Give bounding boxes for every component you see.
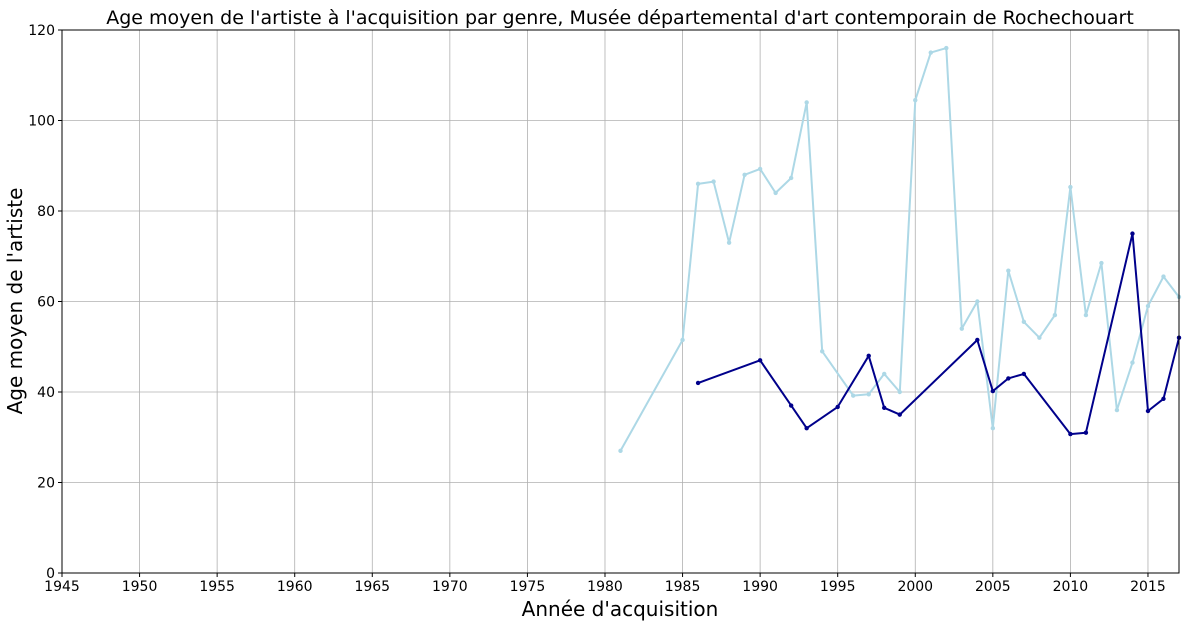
data-point — [975, 299, 980, 304]
grid — [61, 29, 1179, 574]
data-point — [1083, 430, 1089, 435]
series-1 — [695, 231, 1182, 437]
data-point — [804, 426, 809, 431]
data-point — [788, 403, 794, 408]
x-tick-label: 1960 — [277, 579, 313, 595]
data-point — [944, 45, 949, 51]
data-point — [913, 97, 918, 103]
x-axis: 1945 1950 1955 1960 1965 1970 1975 1980 1985 1990… — [44, 573, 1166, 595]
data-point — [990, 426, 996, 431]
data-point — [1161, 396, 1166, 401]
y-tick-label: 80 — [37, 204, 55, 220]
y-tick-label: 100 — [28, 114, 55, 130]
data-point — [1145, 303, 1151, 309]
data-point — [1021, 319, 1027, 325]
data-point — [773, 190, 778, 196]
x-tick-label: 1950 — [122, 579, 158, 595]
series-layer — [618, 45, 1182, 454]
data-point — [1130, 360, 1135, 365]
x-tick-label: 1965 — [354, 579, 390, 595]
data-point — [975, 337, 980, 343]
x-tick-label: 1990 — [742, 579, 778, 595]
data-point — [1021, 371, 1027, 377]
data-point — [819, 349, 825, 354]
y-tick-label: 60 — [37, 295, 55, 311]
data-point — [959, 326, 965, 331]
x-tick-label: 1995 — [820, 579, 856, 595]
data-point — [1068, 431, 1073, 437]
data-point — [1037, 335, 1042, 340]
data-point — [742, 172, 747, 177]
data-point — [928, 50, 933, 55]
x-tick-label: 2010 — [1053, 579, 1089, 595]
data-point — [1130, 231, 1135, 236]
y-axis-label: Age moyen de l'artiste — [3, 188, 27, 415]
x-tick-label: 1985 — [665, 579, 701, 595]
data-point — [897, 389, 902, 395]
data-point — [1161, 274, 1166, 279]
x-tick-label: 2015 — [1130, 579, 1166, 595]
data-point — [1083, 312, 1089, 318]
data-point — [757, 166, 763, 172]
data-point — [1099, 260, 1104, 266]
x-tick-label: 1945 — [44, 579, 80, 595]
x-tick-label: 1955 — [199, 579, 235, 595]
x-tick-label: 2005 — [975, 579, 1011, 595]
x-tick-label: 1980 — [587, 579, 623, 595]
y-tick-label: 20 — [37, 476, 55, 492]
y-tick-label: 120 — [28, 23, 55, 39]
data-point — [757, 358, 763, 363]
x-tick-label: 2000 — [897, 579, 933, 595]
data-point — [835, 404, 840, 410]
x-tick-label: 1970 — [432, 579, 468, 595]
data-point — [882, 371, 887, 377]
y-tick-label: 40 — [37, 385, 55, 401]
y-axis: 0 20 40 60 80 100 120 — [28, 23, 62, 582]
data-point — [788, 175, 794, 181]
x-tick-label: 1975 — [510, 579, 546, 595]
series-line — [697, 232, 1180, 436]
y-tick-label: 0 — [46, 566, 55, 582]
data-point — [1145, 408, 1151, 414]
data-point — [804, 100, 809, 105]
data-point — [711, 179, 716, 184]
chart-title: Age moyen de l'artiste à l'acquisition p… — [106, 7, 1134, 29]
data-point — [1052, 312, 1058, 318]
data-point — [897, 412, 902, 417]
data-point — [866, 392, 871, 397]
data-point — [680, 337, 685, 343]
data-point — [1006, 268, 1011, 273]
series-0 — [618, 45, 1182, 454]
data-point — [866, 353, 871, 358]
data-point — [1068, 184, 1073, 190]
data-point — [726, 240, 732, 245]
data-point — [695, 380, 701, 386]
data-point — [695, 181, 701, 187]
data-point — [618, 448, 623, 454]
data-point — [851, 393, 856, 398]
data-point — [990, 388, 996, 394]
x-axis-label: Année d'acquisition — [522, 597, 719, 621]
data-point — [882, 405, 887, 411]
data-point — [1006, 376, 1011, 381]
data-point — [1114, 407, 1120, 413]
